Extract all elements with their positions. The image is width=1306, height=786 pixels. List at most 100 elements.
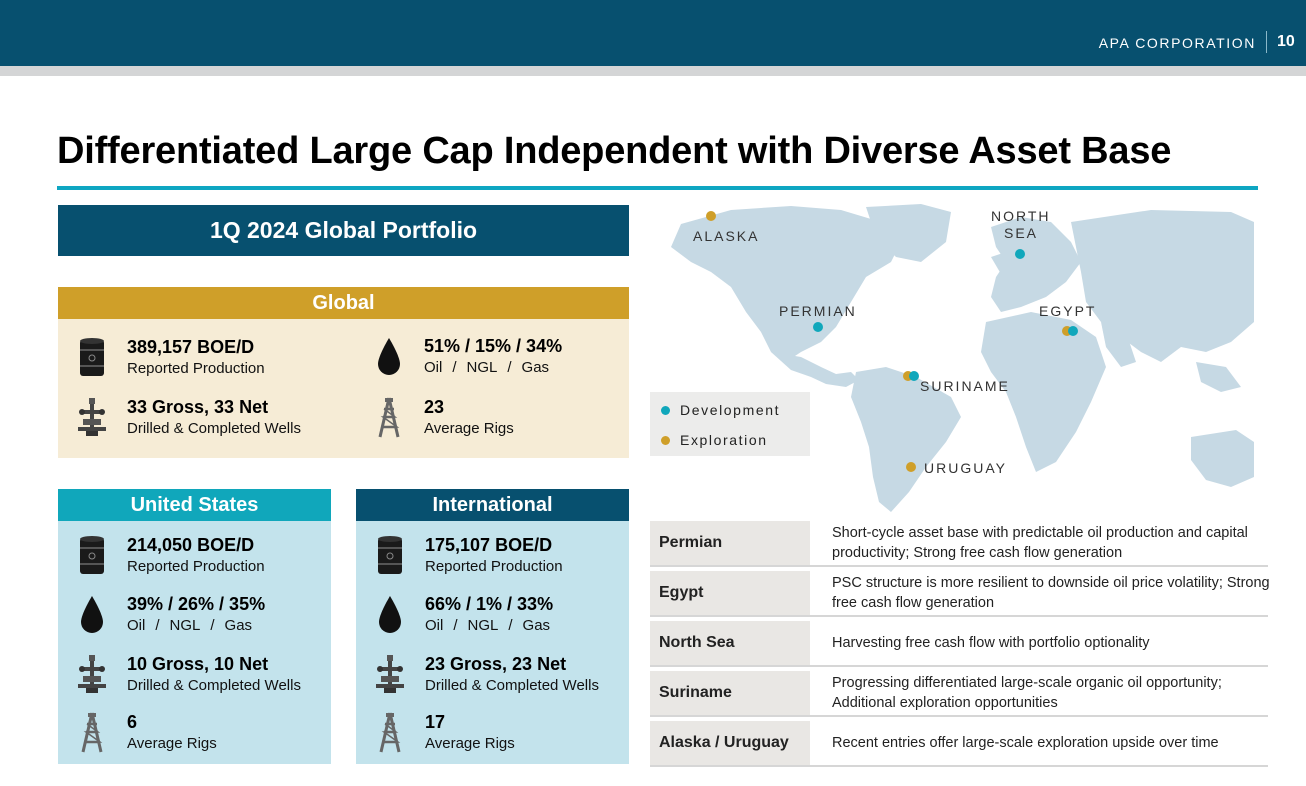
oil-drop-icon bbox=[379, 596, 401, 633]
global-production-label: Reported Production bbox=[127, 360, 265, 377]
map-legend: Development Exploration bbox=[650, 392, 810, 456]
asset-name: Egypt bbox=[650, 571, 810, 615]
oil-drop-icon bbox=[378, 338, 400, 375]
page-title: Differentiated Large Cap Independent wit… bbox=[57, 130, 1172, 172]
asset-name: North Sea bbox=[650, 621, 810, 665]
mix-ngl-label: NGL bbox=[169, 617, 201, 634]
us-rigs-label: Average Rigs bbox=[127, 735, 217, 752]
asset-description: Short-cycle asset base with predictable … bbox=[832, 525, 1248, 561]
global-wells-label: Drilled & Completed Wells bbox=[127, 420, 301, 437]
intl-production-label: Reported Production bbox=[425, 558, 563, 575]
us-rigs-value: 6 bbox=[127, 712, 138, 732]
uruguay-exploration-marker bbox=[906, 462, 916, 472]
map-label-north-sea-line1: NORTH bbox=[991, 208, 1051, 224]
wellhead-icon bbox=[78, 398, 106, 436]
global-panel: Global 389,157 BOE/D Reported Production… bbox=[58, 287, 629, 458]
mix-separator: / bbox=[155, 617, 160, 634]
map-label-uruguay: URUGUAY bbox=[924, 460, 1007, 476]
drilling-rig-icon bbox=[378, 397, 400, 439]
international-heading: International bbox=[356, 489, 629, 521]
map-label-egypt: EGYPT bbox=[1039, 303, 1097, 319]
us-wells-label: Drilled & Completed Wells bbox=[127, 677, 301, 694]
map-label-suriname: SURINAME bbox=[920, 378, 1010, 394]
us-mix-value: 39% / 26% / 35% bbox=[127, 594, 266, 614]
development-dot-icon bbox=[661, 406, 670, 415]
united-states-heading: United States bbox=[58, 489, 331, 521]
wellhead-icon bbox=[78, 655, 106, 693]
asset-row: North Sea Harvesting free cash flow with… bbox=[650, 621, 1268, 667]
intl-wells-value: 23 Gross, 23 Net bbox=[425, 654, 567, 674]
asset-name: Alaska / Uruguay bbox=[650, 721, 810, 765]
oil-barrel-icon bbox=[377, 535, 403, 575]
global-production-value: 389,157 BOE/D bbox=[127, 337, 255, 357]
oil-drop-icon bbox=[81, 596, 103, 633]
egypt-exploration-marker bbox=[1062, 326, 1072, 336]
header-strip bbox=[0, 66, 1306, 76]
world-map: ALASKA NORTH SEA PERMIAN EGYPT SURINAME … bbox=[651, 202, 1254, 513]
oil-barrel-icon bbox=[79, 337, 105, 377]
asset-description: Harvesting free cash flow with portfolio… bbox=[832, 635, 1150, 651]
alaska-exploration-marker bbox=[706, 211, 716, 221]
global-heading: Global bbox=[58, 287, 629, 319]
mix-oil-label: Oil bbox=[127, 617, 146, 634]
mix-ngl-label: NGL bbox=[467, 617, 499, 634]
exploration-dot-icon bbox=[661, 436, 670, 445]
intl-mix-value: 66% / 1% / 33% bbox=[425, 594, 554, 614]
brand-separator bbox=[1266, 31, 1267, 53]
header-bar bbox=[0, 0, 1306, 66]
us-mix-label: Oil / NGL / Gas bbox=[127, 617, 252, 634]
intl-wells-label: Drilled & Completed Wells bbox=[425, 677, 599, 694]
map-label-alaska: ALASKA bbox=[693, 228, 760, 244]
legend-exploration-label: Exploration bbox=[680, 432, 768, 448]
united-states-panel: United States 214,050 BOE/D Reported Pro… bbox=[58, 489, 331, 764]
mix-gas-label: Gas bbox=[224, 617, 253, 634]
asset-row: Suriname Progressing differentiated larg… bbox=[650, 671, 1268, 717]
international-panel: International 175,107 BOE/D Reported Pro… bbox=[356, 489, 629, 764]
drilling-rig-icon bbox=[81, 712, 103, 754]
drilling-rig-icon bbox=[379, 712, 401, 754]
asset-name: Suriname bbox=[650, 671, 810, 715]
global-mix-value: 51% / 15% / 34% bbox=[424, 336, 563, 356]
global-rigs-value: 23 bbox=[424, 397, 445, 417]
egypt-development-marker bbox=[1068, 326, 1078, 336]
asset-row: Permian Short-cycle asset base with pred… bbox=[650, 521, 1268, 567]
mix-separator: / bbox=[453, 617, 458, 634]
map-label-permian: PERMIAN bbox=[779, 303, 857, 319]
global-rigs-label: Average Rigs bbox=[424, 420, 514, 437]
intl-mix-label: Oil / NGL / Gas bbox=[425, 617, 550, 634]
asset-row: Alaska / Uruguay Recent entries offer la… bbox=[650, 721, 1268, 767]
map-label-north-sea-line2: SEA bbox=[1004, 225, 1039, 241]
title-rule bbox=[57, 186, 1258, 190]
intl-rigs-value: 17 bbox=[425, 712, 446, 732]
oil-barrel-icon bbox=[79, 535, 105, 575]
mix-separator: / bbox=[508, 617, 513, 634]
permian-development-marker bbox=[813, 322, 823, 332]
mix-separator: / bbox=[452, 359, 457, 376]
asset-name: Permian bbox=[650, 521, 810, 565]
suriname-exploration-marker bbox=[903, 371, 913, 381]
mix-gas-label: Gas bbox=[521, 359, 550, 376]
brand-name: APA CORPORATION bbox=[1098, 35, 1256, 51]
wellhead-icon bbox=[376, 655, 404, 693]
mix-oil-label: Oil bbox=[425, 617, 444, 634]
legend-development-label: Development bbox=[680, 402, 781, 418]
mix-separator: / bbox=[210, 617, 215, 634]
mix-oil-label: Oil bbox=[424, 359, 443, 376]
suriname-development-marker bbox=[909, 371, 919, 381]
mix-ngl-label: NGL bbox=[466, 359, 498, 376]
global-mix-label: Oil / NGL / Gas bbox=[424, 359, 549, 376]
page-number: 10 bbox=[1277, 33, 1295, 50]
us-wells-value: 10 Gross, 10 Net bbox=[127, 654, 269, 674]
intl-production-value: 175,107 BOE/D bbox=[425, 535, 553, 555]
portfolio-banner: 1Q 2024 Global Portfolio bbox=[58, 205, 629, 256]
asset-description: Progressing differentiated large-scale o… bbox=[832, 675, 1222, 711]
mix-gas-label: Gas bbox=[522, 617, 551, 634]
world-map-shapes bbox=[671, 204, 1254, 512]
mix-separator: / bbox=[507, 359, 512, 376]
global-wells-value: 33 Gross, 33 Net bbox=[127, 397, 269, 417]
asset-row: Egypt PSC structure is more resilient to… bbox=[650, 571, 1270, 617]
us-production-value: 214,050 BOE/D bbox=[127, 535, 255, 555]
asset-description: Recent entries offer large-scale explora… bbox=[832, 735, 1219, 751]
intl-rigs-label: Average Rigs bbox=[425, 735, 515, 752]
north-sea-development-marker bbox=[1015, 249, 1025, 259]
